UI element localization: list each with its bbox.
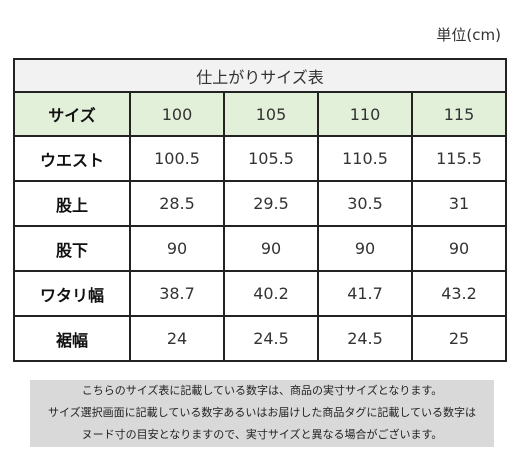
table-cell: 105.5 — [223, 135, 319, 182]
size-table: 仕上がりサイズ表 サイズ 100 105 110 115 ウエスト 100.5 … — [13, 58, 507, 362]
header-size-110: 110 — [317, 91, 413, 137]
table-cell: 90 — [129, 225, 225, 272]
note-line: ヌード寸の目安となりますので、実寸サイズと異なる場合がございます。 — [81, 428, 443, 441]
note-line: サイズ選択画面に記載している数字あるいはお届けした商品タグに記載している数字は — [47, 406, 476, 419]
table-cell: 29.5 — [223, 180, 319, 227]
header-size-label: サイズ — [13, 91, 131, 137]
unit-label: 単位(cm) — [436, 26, 501, 44]
table-header-row: サイズ 100 105 110 115 — [13, 91, 507, 137]
measurement-note: こちらのサイズ表に記載している数字は、商品の実寸サイズとなります。 サイズ選択画… — [30, 380, 494, 447]
header-size-100: 100 — [129, 91, 225, 137]
note-line: こちらのサイズ表に記載している数字は、商品の実寸サイズとなります。 — [81, 384, 443, 397]
table-cell: 90 — [411, 225, 507, 272]
table-cell: 100.5 — [129, 135, 225, 182]
row-label: ワタリ幅 — [13, 270, 131, 317]
table-cell: 24 — [129, 315, 225, 362]
header-size-105: 105 — [223, 91, 319, 137]
table-caption-row: 仕上がりサイズ表 — [13, 58, 507, 93]
row-label: 裾幅 — [13, 315, 131, 362]
table-cell: 43.2 — [411, 270, 507, 317]
table-row-hem-width: 裾幅 24 24.5 24.5 25 — [13, 315, 507, 362]
table-row-inseam: 股下 90 90 90 90 — [13, 225, 507, 272]
table-cell: 31 — [411, 180, 507, 227]
table-row-waist: ウエスト 100.5 105.5 110.5 115.5 — [13, 135, 507, 182]
table-cell: 90 — [223, 225, 319, 272]
table-cell: 28.5 — [129, 180, 225, 227]
row-label: 股下 — [13, 225, 131, 272]
table-cell: 41.7 — [317, 270, 413, 317]
table-caption: 仕上がりサイズ表 — [13, 58, 507, 93]
header-size-115: 115 — [411, 91, 507, 137]
table-cell: 90 — [317, 225, 413, 272]
table-cell: 115.5 — [411, 135, 507, 182]
table-cell: 24.5 — [223, 315, 319, 362]
table-cell: 110.5 — [317, 135, 413, 182]
table-cell: 30.5 — [317, 180, 413, 227]
table-cell: 24.5 — [317, 315, 413, 362]
table-row-rise: 股上 28.5 29.5 30.5 31 — [13, 180, 507, 227]
table-row-thigh-width: ワタリ幅 38.7 40.2 41.7 43.2 — [13, 270, 507, 317]
row-label: 股上 — [13, 180, 131, 227]
row-label: ウエスト — [13, 135, 131, 182]
table-cell: 38.7 — [129, 270, 225, 317]
table-cell: 40.2 — [223, 270, 319, 317]
table-cell: 25 — [411, 315, 507, 362]
